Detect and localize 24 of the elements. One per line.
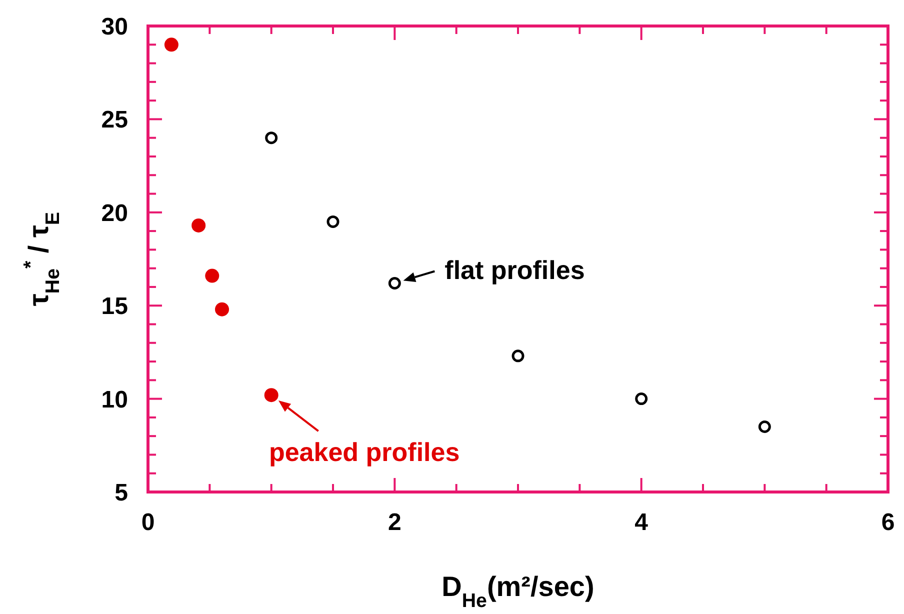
annotation: flat profiles — [444, 255, 585, 286]
y-tick-label: 25 — [101, 106, 128, 134]
y-tick-label: 30 — [101, 14, 128, 41]
annotation: peaked profiles — [268, 437, 460, 468]
x-tick-label: 0 — [141, 509, 155, 536]
y-tick-label: 20 — [101, 200, 128, 227]
point — [205, 268, 220, 283]
y-tick-label: 10 — [101, 386, 128, 414]
x-tick-label: 6 — [881, 509, 895, 536]
point — [758, 420, 771, 434]
point — [265, 132, 278, 144]
y-tick-label: 5 — [114, 480, 128, 507]
point — [388, 276, 401, 290]
x-tick-label: 4 — [634, 509, 649, 536]
point — [512, 350, 524, 362]
x-tick-label: 2 — [388, 509, 402, 536]
point — [264, 388, 278, 402]
y-tick-label: 15 — [101, 293, 128, 320]
point — [326, 215, 340, 228]
point — [635, 392, 648, 406]
x-axis-title: D$_{He}$(m²/sec) — [442, 571, 594, 612]
point — [192, 218, 206, 232]
point — [164, 38, 178, 52]
point — [215, 302, 229, 316]
